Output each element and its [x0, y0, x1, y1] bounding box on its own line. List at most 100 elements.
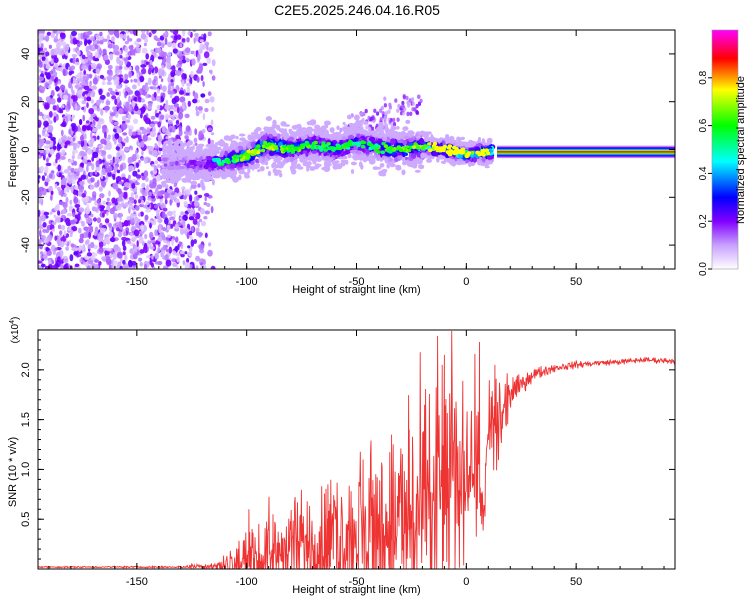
- noise-blob: [87, 148, 93, 155]
- noise-blob: [119, 33, 124, 39]
- noise-blob: [112, 260, 118, 267]
- ridge-blob: [238, 133, 246, 137]
- noise-blob: [63, 230, 67, 237]
- noise-blob: [145, 82, 149, 86]
- noise-blob: [195, 227, 200, 233]
- noise-blob: [177, 191, 182, 197]
- noise-blob: [111, 197, 117, 204]
- noise-blob: [73, 196, 79, 204]
- noise-blob: [169, 128, 173, 133]
- noise-blob: [42, 222, 47, 228]
- noise-blob: [162, 237, 167, 241]
- noise-blob: [151, 254, 154, 260]
- ridge-blob: [200, 179, 204, 186]
- noise-blob: [82, 76, 89, 80]
- noise-blob: [109, 207, 116, 215]
- noise-blob: [135, 162, 140, 169]
- noise-blob: [133, 118, 139, 125]
- noise-blob: [117, 214, 122, 218]
- noise-blob: [94, 259, 100, 263]
- noise-blob: [38, 68, 42, 73]
- noise-blob: [40, 138, 45, 143]
- noise-blob: [203, 33, 207, 40]
- noise-blob: [134, 246, 138, 253]
- noise-blob: [87, 39, 91, 45]
- noise-blob: [86, 239, 90, 245]
- trail-blob: [394, 98, 398, 103]
- noise-blob: [153, 191, 156, 197]
- noise-blob: [128, 66, 132, 71]
- noise-blob: [204, 232, 208, 239]
- ridge-blob: [390, 125, 397, 131]
- noise-blob: [116, 31, 120, 39]
- ridge-blob: [395, 165, 402, 171]
- noise-blob: [99, 205, 106, 209]
- ridge-blob: [290, 156, 294, 162]
- ridge-blob: [446, 136, 450, 143]
- noise-blob: [182, 260, 186, 265]
- noise-blob: [82, 32, 86, 40]
- noise-blob: [191, 58, 196, 66]
- ridge-blob: [202, 153, 206, 160]
- noise-blob: [79, 233, 85, 240]
- noise-blob: [56, 104, 59, 112]
- noise-blob: [173, 103, 179, 108]
- noise-blob: [86, 252, 92, 257]
- noise-blob: [44, 145, 50, 149]
- noise-blob: [44, 229, 50, 234]
- ridge-blob: [324, 155, 329, 161]
- noise-blob: [155, 113, 160, 118]
- noise-blob: [126, 216, 131, 221]
- trail-blob: [397, 104, 401, 109]
- noise-blob: [210, 119, 214, 126]
- noise-blob: [178, 125, 183, 132]
- ridge-core: [446, 145, 452, 150]
- noise-blob: [122, 251, 126, 256]
- noise-blob: [169, 94, 173, 99]
- noise-blob: [207, 138, 211, 145]
- noise-blob: [139, 211, 144, 217]
- noise-blob: [56, 67, 62, 71]
- noise-blob: [72, 179, 76, 184]
- ridge-blob: [450, 156, 454, 160]
- ridge-blob: [342, 121, 346, 126]
- ridge-blob: [305, 165, 312, 169]
- ridge-blob: [353, 144, 357, 151]
- noise-blob: [95, 160, 100, 168]
- noise-blob: [55, 87, 59, 92]
- noise-blob: [188, 251, 193, 257]
- noise-blob: [46, 250, 52, 256]
- noise-blob: [149, 59, 153, 65]
- noise-blob: [202, 44, 206, 50]
- ridge-blob: [359, 119, 365, 124]
- ridge-blob: [321, 130, 326, 134]
- noise-blob: [164, 37, 168, 45]
- ridge-blob: [277, 133, 281, 140]
- noise-blob: [61, 30, 66, 33]
- noise-blob: [133, 199, 137, 205]
- noise-blob: [57, 141, 63, 150]
- ridge-blob: [321, 167, 327, 171]
- noise-blob: [39, 251, 44, 255]
- noise-blob: [48, 185, 53, 193]
- noise-blob: [46, 158, 49, 163]
- trail-blob: [417, 101, 422, 107]
- ridge-blob: [401, 161, 408, 166]
- noise-blob: [105, 247, 112, 252]
- noise-blob: [140, 98, 146, 103]
- ridge-blob: [266, 166, 269, 170]
- noise-blob: [171, 194, 177, 200]
- ridge-blob: [169, 161, 175, 166]
- noise-blob: [38, 197, 42, 204]
- ridge-blob: [164, 163, 168, 167]
- noise-blob: [41, 43, 44, 49]
- noise-blob: [188, 194, 193, 202]
- ridge-core: [262, 140, 268, 145]
- ridge-blob: [174, 177, 178, 183]
- ridge-core: [427, 142, 432, 146]
- noise-blob: [124, 40, 129, 45]
- noise-blob: [83, 133, 87, 140]
- noise-blob: [180, 250, 185, 255]
- noise-blob: [90, 177, 95, 183]
- noise-blob: [86, 96, 92, 102]
